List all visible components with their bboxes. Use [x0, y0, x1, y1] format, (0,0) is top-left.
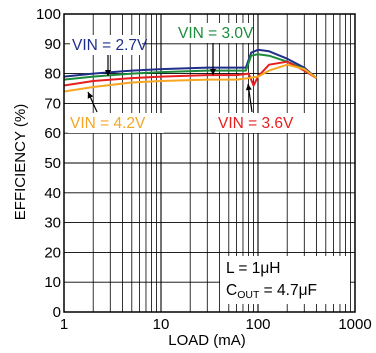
- series-label: VIN = 2.7V: [72, 37, 148, 54]
- series-line: [63, 63, 317, 93]
- y-tick-label: 50: [44, 155, 61, 172]
- y-tick-label: 100: [36, 6, 61, 23]
- y-tick-label: 20: [44, 244, 61, 261]
- cout-subscript: OUT: [237, 289, 260, 301]
- label-arrows: [87, 43, 253, 113]
- y-tick-label: 30: [44, 215, 61, 232]
- series-label-background: [216, 113, 310, 133]
- x-tick-label: 1: [60, 316, 68, 333]
- cout-value: = 4.7μF: [259, 282, 317, 299]
- y-axis-label: EFFICIENCY (%): [12, 104, 29, 220]
- cout-label: COUT = 4.7μF: [226, 282, 317, 301]
- component-annotation: L = 1μH COUT = 4.7μF: [220, 256, 350, 304]
- series-label: VIN = 4.2V: [70, 115, 146, 132]
- series-lines: [63, 48, 318, 93]
- y-tick-label: 70: [44, 95, 61, 112]
- series-label-background: [70, 35, 142, 55]
- label-arrow-head: [87, 92, 94, 99]
- label-arrow-head: [245, 84, 252, 91]
- annotation-background: [220, 256, 350, 304]
- series-label-background: [68, 113, 164, 133]
- x-tick-label: 10: [153, 316, 170, 333]
- series-line: [63, 48, 318, 79]
- series-label-background: [176, 23, 252, 43]
- x-tick-label: 100: [245, 316, 270, 333]
- x-axis-label: LOAD (mA): [168, 332, 246, 349]
- label-arrow-head: [105, 70, 111, 76]
- series-label: VIN = 3.6V: [218, 115, 294, 132]
- inductor-label: L = 1μH: [226, 260, 280, 277]
- label-arrow-head: [210, 69, 216, 75]
- series-label: VIN = 3.0V: [178, 25, 254, 42]
- series-labels: VIN = 2.7V VIN = 3.0V VIN = 3.6V VIN = 4.2V: [68, 23, 310, 133]
- series-line: [63, 60, 317, 87]
- y-tick-label: 60: [44, 125, 61, 142]
- plot-frame: [63, 13, 356, 313]
- y-tick-label: 40: [44, 185, 61, 202]
- x-tick-label: 1000: [338, 316, 371, 333]
- y-tick-label: 10: [44, 274, 61, 291]
- y-tick-label: 0: [53, 304, 61, 321]
- y-tick-label: 80: [44, 66, 61, 83]
- cout-prefix: C: [226, 282, 237, 299]
- y-tick-label: 90: [44, 36, 61, 53]
